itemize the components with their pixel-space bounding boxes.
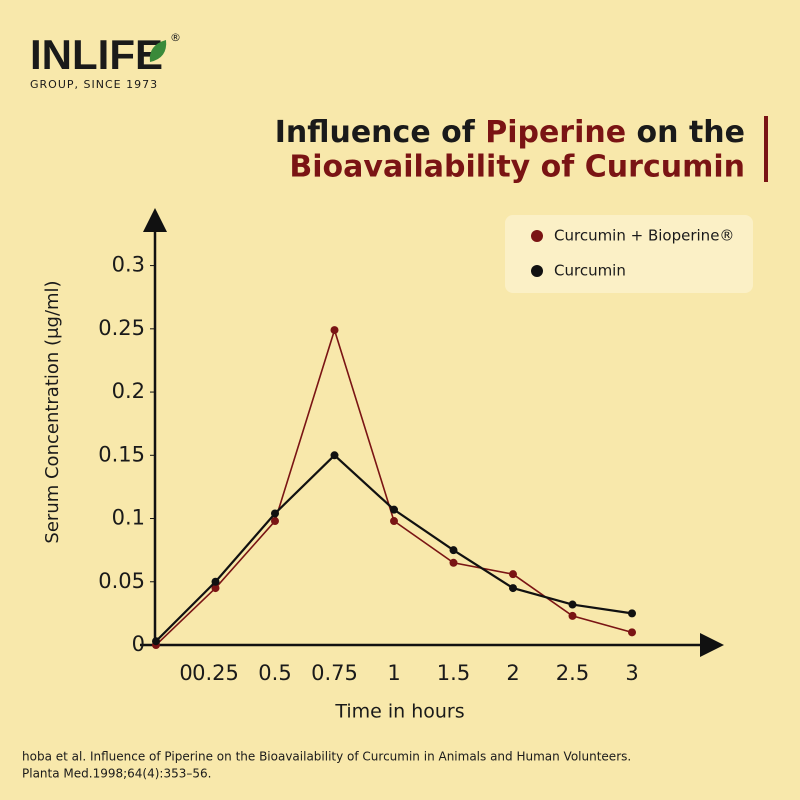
x-tick-label: 2.5	[556, 661, 589, 685]
logo-mark: ®	[170, 31, 181, 44]
logo-leaf	[149, 40, 167, 62]
x-tick-label: 2	[506, 661, 519, 685]
x-axis-label: Time in hours	[334, 701, 464, 723]
data-point	[628, 609, 636, 618]
title-part: on the	[626, 115, 745, 150]
data-point	[330, 326, 339, 335]
chart-title: Bioavailability of Curcumin	[289, 150, 745, 185]
x-tick-label: 3	[625, 661, 638, 685]
chart-title: Influence of Piperine on the	[275, 115, 745, 150]
y-tick-label: 0.25	[98, 316, 145, 340]
title-part: Piperine	[485, 115, 626, 150]
source: Planta Med.1998;64(4):353–56.	[22, 767, 211, 781]
logo-brand: INLIFE	[30, 31, 163, 78]
accent-bar	[764, 116, 768, 182]
x-arrow	[700, 633, 724, 657]
data-point	[449, 546, 458, 555]
legend	[505, 215, 753, 293]
legend-label: Curcumin	[554, 262, 626, 280]
data-point	[211, 584, 220, 593]
x-tick-label: 0.75	[311, 661, 358, 685]
x-tick-label: 0.25	[192, 661, 239, 685]
data-point	[211, 577, 220, 586]
source: hoba et al. Influence of Piperine on the…	[22, 750, 631, 764]
legend-marker	[531, 230, 543, 242]
legend-label: Curcumin + Bioperine®	[554, 227, 734, 245]
title-part: Influence of	[275, 115, 486, 150]
x-tick-label: 1	[387, 661, 400, 685]
data-point	[330, 451, 339, 460]
y-tick-label: 0.2	[112, 379, 145, 403]
x-tick-label: 0	[179, 661, 192, 685]
y-tick-label: 0	[132, 632, 145, 656]
data-point	[390, 517, 398, 526]
logo-tagline: GROUP, SINCE 1973	[30, 78, 158, 91]
data-point	[271, 509, 279, 518]
data-point	[568, 600, 577, 609]
x-tick-label: 1.5	[437, 661, 470, 685]
x-tick-label: 0.5	[258, 661, 291, 685]
legend-marker	[531, 265, 543, 277]
y-arrow	[143, 208, 167, 232]
data-point	[568, 611, 577, 620]
y-tick-label: 0.3	[112, 253, 145, 277]
y-axis-label: Serum Concentration (μg/ml)	[42, 280, 63, 543]
data-point	[509, 584, 517, 593]
y-tick-label: 0.05	[98, 569, 145, 593]
data-point	[628, 628, 636, 637]
data-point	[152, 637, 160, 646]
data-point	[271, 517, 279, 526]
data-point	[449, 558, 458, 567]
y-tick-label: 0.15	[98, 442, 145, 466]
data-point	[509, 570, 517, 579]
y-tick-label: 0.1	[112, 506, 145, 530]
data-point	[390, 505, 398, 514]
